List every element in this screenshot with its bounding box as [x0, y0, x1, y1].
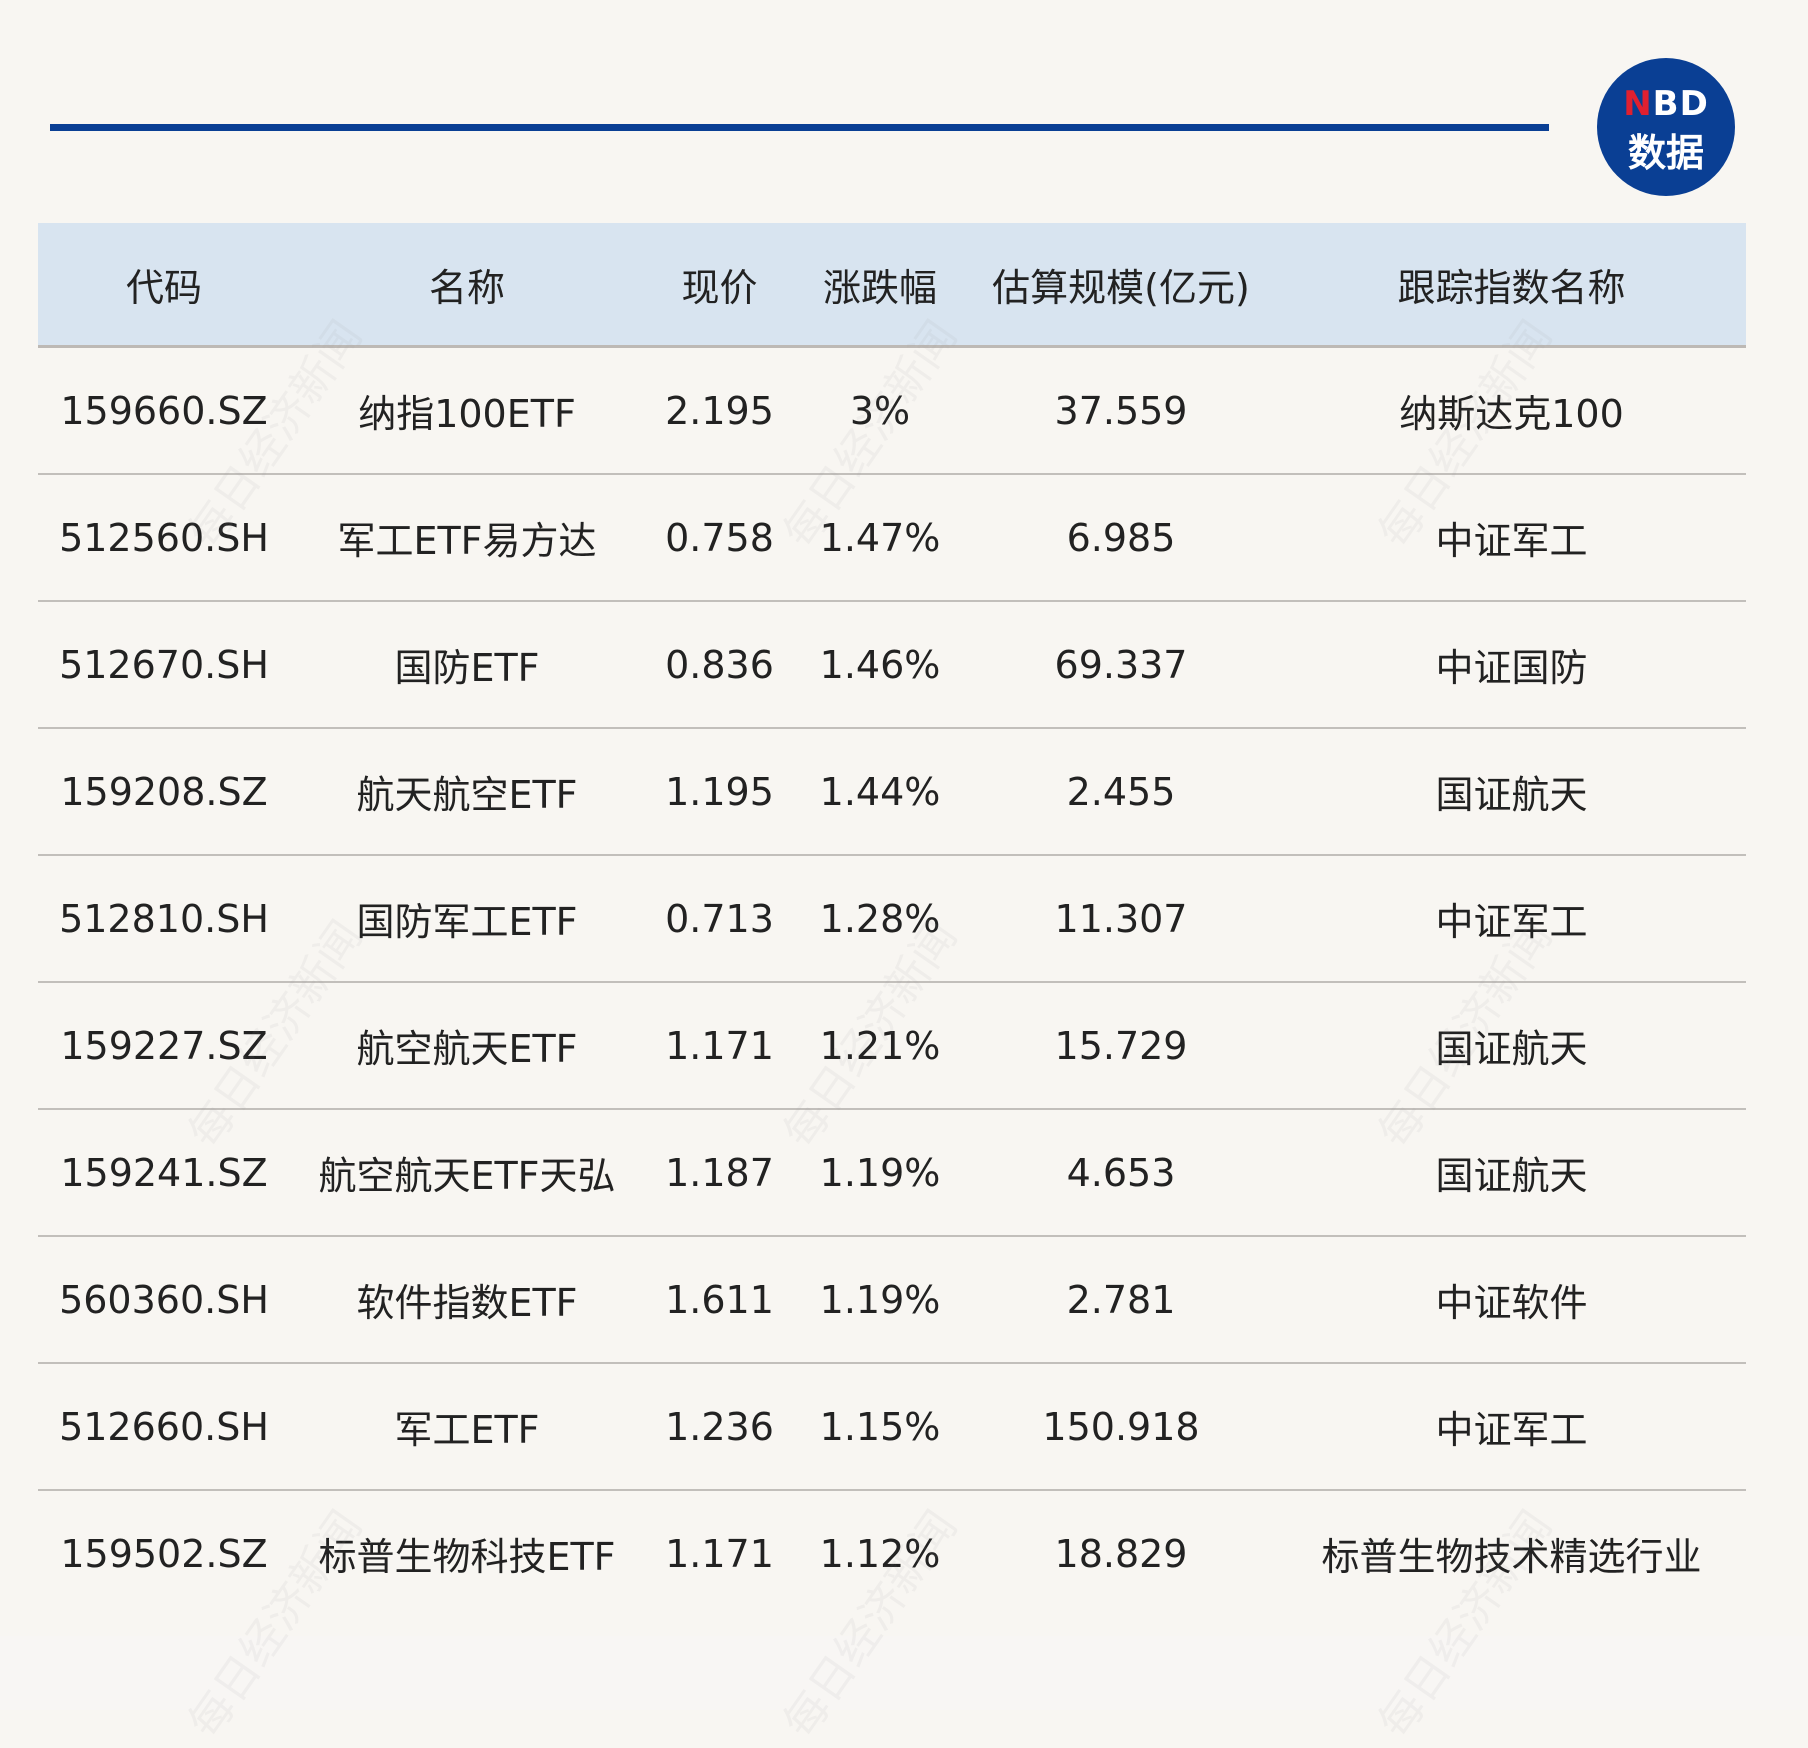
table-row: 159208.SZ 航天航空ETF 1.195 1.44% 2.455 国证航天	[38, 728, 1746, 856]
cell-scale: 6.985	[965, 474, 1277, 602]
cell-index-name: 国证航天	[1277, 728, 1746, 856]
cell-change: 1.19%	[795, 1236, 965, 1364]
cell-name: 航天航空ETF	[290, 728, 644, 856]
cell-price: 1.171	[644, 982, 795, 1110]
column-header-scale: 估算规模(亿元)	[965, 223, 1277, 348]
cell-code: 159208.SZ	[38, 728, 290, 856]
table-row: 159660.SZ 纳指100ETF 2.195 3% 37.559 纳斯达克100	[38, 346, 1746, 475]
cell-index-name: 国证航天	[1277, 982, 1746, 1110]
cell-name: 航空航天ETF	[290, 982, 644, 1110]
cell-change: 1.46%	[795, 601, 965, 729]
cell-code: 159241.SZ	[38, 1109, 290, 1237]
cell-change: 1.21%	[795, 982, 965, 1110]
cell-change: 1.19%	[795, 1109, 965, 1237]
cell-code: 512670.SH	[38, 601, 290, 729]
cell-change: 1.44%	[795, 728, 965, 856]
cell-scale: 11.307	[965, 855, 1277, 983]
cell-index-name: 国证航天	[1277, 1109, 1746, 1237]
cell-scale: 150.918	[965, 1363, 1277, 1491]
cell-code: 512660.SH	[38, 1363, 290, 1491]
cell-scale: 2.455	[965, 728, 1277, 856]
table-header-row: 代码 名称 现价 涨跌幅 估算规模(亿元) 跟踪指数名称	[38, 223, 1746, 348]
column-header-name: 名称	[290, 223, 644, 348]
cell-change: 1.15%	[795, 1363, 965, 1491]
table-row: 159227.SZ 航空航天ETF 1.171 1.21% 15.729 国证航天	[38, 982, 1746, 1110]
logo-text-top: NBD	[1623, 84, 1709, 124]
table-row: 512810.SH 国防军工ETF 0.713 1.28% 11.307 中证军工	[38, 855, 1746, 983]
column-header-code: 代码	[38, 223, 290, 348]
logo-text-bottom: 数据	[1627, 131, 1704, 175]
cell-index-name: 中证软件	[1277, 1236, 1746, 1364]
table-row: 560360.SH 软件指数ETF 1.611 1.19% 2.781 中证软件	[38, 1236, 1746, 1364]
cell-scale: 37.559	[965, 346, 1277, 475]
cell-name: 国防军工ETF	[290, 855, 644, 983]
cell-name: 军工ETF	[290, 1363, 644, 1491]
cell-index-name: 纳斯达克100	[1277, 346, 1746, 475]
cell-price: 1.611	[644, 1236, 795, 1364]
cell-price: 1.195	[644, 728, 795, 856]
nbd-data-logo: NBD 数据	[1597, 58, 1735, 196]
etf-table: 代码 名称 现价 涨跌幅 估算规模(亿元) 跟踪指数名称 159660.SZ 纳指100ET…	[38, 223, 1746, 1616]
cell-change: 1.12%	[819, 1531, 941, 1576]
column-header-change: 涨跌幅	[795, 223, 965, 348]
cell-name: 国防ETF	[290, 601, 644, 729]
cell-name: 标普生物科技ETF	[318, 1535, 616, 1579]
cell-code: 159227.SZ	[38, 982, 290, 1110]
cell-code: 512810.SH	[38, 855, 290, 983]
cell-name: 软件指数ETF	[290, 1236, 644, 1364]
cell-index-name: 中证军工	[1277, 1363, 1746, 1491]
cell-scale: 18.829	[1054, 1531, 1188, 1576]
cell-price: 1.187	[644, 1109, 795, 1237]
cell-price: 0.836	[644, 601, 795, 729]
column-header-price: 现价	[644, 223, 795, 348]
cell-index-name: 标普生物技术精选行业	[1321, 1535, 1702, 1579]
table-row: 512660.SH 军工ETF 1.236 1.15% 150.918 中证军工	[38, 1363, 1746, 1491]
cell-scale: 4.653	[965, 1109, 1277, 1237]
cell-code: 560360.SH	[38, 1236, 290, 1364]
cell-code: 512560.SH	[38, 474, 290, 602]
cell-price: 0.758	[644, 474, 795, 602]
cell-name: 纳指100ETF	[290, 346, 644, 475]
footer-band	[0, 1636, 1808, 1710]
cell-scale: 69.337	[965, 601, 1277, 729]
cell-change: 1.28%	[795, 855, 965, 983]
cell-change: 3%	[795, 346, 965, 475]
table-row: 512670.SH 国防ETF 0.836 1.46% 69.337 中证国防	[38, 601, 1746, 729]
cell-price: 1.171	[665, 1531, 774, 1576]
cell-index-name: 中证军工	[1277, 474, 1746, 602]
table-row: 512560.SH 军工ETF易方达 0.758 1.47% 6.985 中证军工	[38, 474, 1746, 602]
cell-scale: 15.729	[965, 982, 1277, 1110]
table-row: 159502.SZ 标普生物科技ETF 1.171 1.12% 18.829 标普生物技术…	[38, 1490, 1746, 1616]
cell-name: 军工ETF易方达	[290, 474, 644, 602]
cell-price: 2.195	[644, 346, 795, 475]
cell-code: 159660.SZ	[38, 346, 290, 475]
cell-index-name: 中证国防	[1277, 601, 1746, 729]
header-rule	[50, 124, 1549, 131]
cell-code: 159502.SZ	[60, 1531, 268, 1576]
cell-change: 1.47%	[795, 474, 965, 602]
cell-price: 1.236	[644, 1363, 795, 1491]
cell-scale: 2.781	[965, 1236, 1277, 1364]
cell-index-name: 中证军工	[1277, 855, 1746, 983]
column-header-index-name: 跟踪指数名称	[1277, 223, 1746, 348]
cell-price: 0.713	[644, 855, 795, 983]
cell-name: 航空航天ETF天弘	[290, 1109, 644, 1237]
table-row: 159241.SZ 航空航天ETF天弘 1.187 1.19% 4.653 国证航天	[38, 1109, 1746, 1237]
